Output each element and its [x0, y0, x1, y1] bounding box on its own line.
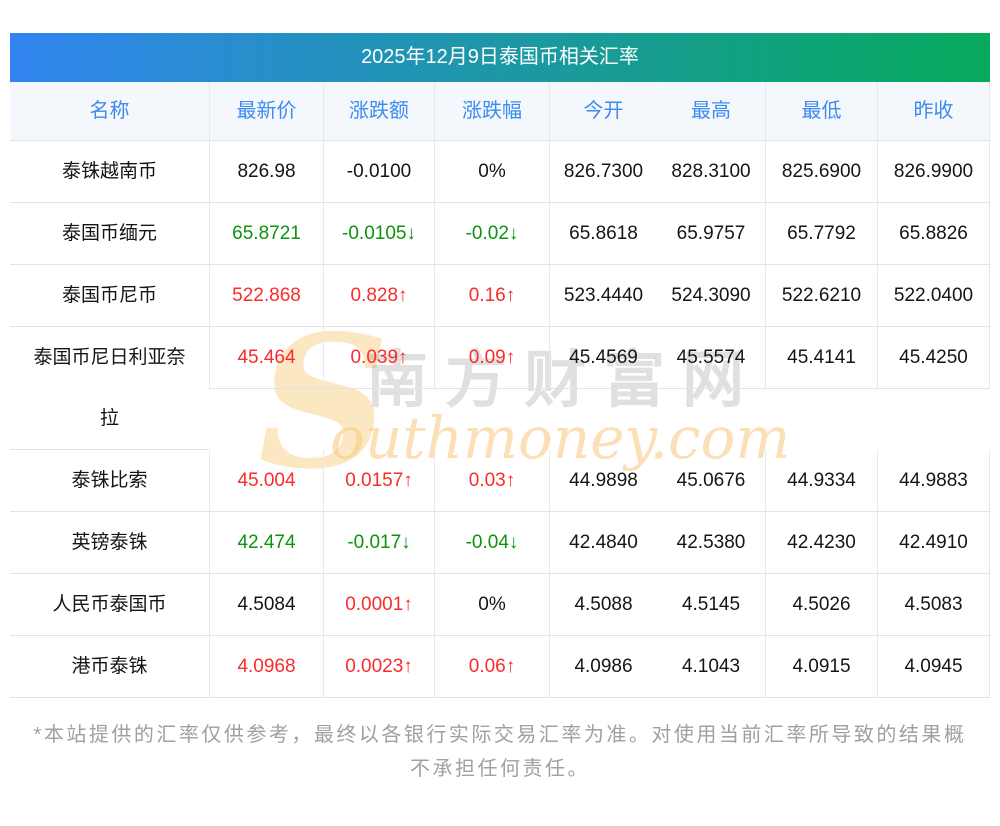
change-percent-cell: -0.04↓: [434, 512, 549, 573]
open-cell: 826.7300: [549, 141, 657, 202]
change-percent-cell: 0.09↑: [434, 327, 549, 388]
latest-price-cell: 4.5084: [209, 574, 323, 635]
low-cell: 42.4230: [765, 512, 877, 573]
empty-spacer-cell: [209, 389, 990, 450]
high-cell: 828.3100: [671, 161, 751, 182]
table-row: 泰国币尼日利亚奈拉 45.464 0.039↑ 0.09↑ 45.4569 45.5574…: [10, 327, 990, 450]
change-amount-cell: 0.0157↑: [323, 450, 434, 511]
change-percent-cell: 0%: [434, 574, 549, 635]
column-header-name: 名称: [89, 100, 130, 122]
column-header-open: 今开: [549, 82, 657, 140]
column-header-pct: 涨跌幅: [434, 82, 549, 140]
latest-price-cell: 45.464: [209, 327, 323, 388]
change-percent-cell: -0.02↓: [434, 203, 549, 264]
prev-close-cell: 4.0945: [877, 636, 990, 697]
low-cell: 65.7792: [765, 203, 877, 264]
table-row: 人民币泰国币 4.5084 0.0001↑ 0% 4.5088 4.5145 4.5026 4…: [10, 574, 990, 636]
currency-pair-name: 泰铢比索: [10, 450, 209, 512]
currency-pair-name: 英镑泰铢: [10, 512, 209, 574]
table-row: 泰国币尼币 522.868 0.828↑ 0.16↑ 523.4440 524.3090 5…: [10, 265, 990, 327]
table-row: 泰铢越南币 826.98 -0.0100 0% 826.7300 828.3100 825.…: [10, 141, 990, 203]
table-row: 泰国币缅元 65.8721 -0.0105↓ -0.02↓ 65.8618 65.9757…: [10, 203, 990, 265]
latest-price-cell: 522.868: [209, 265, 323, 326]
change-percent-cell: 0.06↑: [434, 636, 549, 697]
open-cell: 42.4840: [549, 512, 657, 573]
change-amount-cell: -0.0105↓: [323, 203, 434, 264]
table-title: 2025年12月9日泰国币相关汇率: [10, 33, 990, 82]
open-cell: 65.8618: [549, 203, 657, 264]
latest-price-cell: 45.004: [209, 450, 323, 511]
high-cell: 45.0676: [676, 470, 746, 491]
change-amount-cell: 0.0001↑: [323, 574, 434, 635]
high-cell: 4.1043: [681, 656, 741, 677]
change-percent-cell: 0.03↑: [434, 450, 549, 511]
low-cell: 44.9334: [765, 450, 877, 511]
column-header-low: 最低: [765, 82, 877, 140]
prev-close-cell: 826.9900: [877, 141, 990, 202]
high-cell: 42.5380: [676, 532, 746, 553]
high-cell: 45.5574: [676, 347, 746, 368]
low-cell: 45.4141: [765, 327, 877, 388]
currency-pair-name: 港币泰铢: [10, 636, 209, 698]
change-percent-cell: 0.16↑: [434, 265, 549, 326]
change-amount-cell: 0.828↑: [323, 265, 434, 326]
currency-pair-name: 人民币泰国币: [10, 574, 209, 636]
prev-close-cell: 4.5083: [877, 574, 990, 635]
high-cell: 65.9757: [676, 223, 746, 244]
latest-price-cell: 42.474: [209, 512, 323, 573]
table-row: 港币泰铢 4.0968 0.0023↑ 0.06↑ 4.0986 4.1043 4.0915…: [10, 636, 990, 698]
table-row: 泰铢比索 45.004 0.0157↑ 0.03↑ 44.9898 45.0676 44.9…: [10, 450, 990, 512]
table-header-row: 名称 最新价 涨跌额 涨跌幅 今开 最高 最低 昨收: [10, 82, 990, 141]
table-row: 英镑泰铢 42.474 -0.017↓ -0.04↓ 42.4840 42.5380 42.…: [10, 512, 990, 574]
currency-pair-name: 泰铢越南币: [10, 141, 209, 203]
currency-pair-name: 泰国币尼日利亚奈拉: [10, 327, 209, 450]
high-cell: 524.3090: [671, 285, 751, 306]
prev-close-cell: 522.0400: [877, 265, 990, 326]
prev-close-cell: 65.8826: [877, 203, 990, 264]
open-cell: 4.5088: [549, 574, 657, 635]
change-amount-cell: -0.0100: [323, 141, 434, 202]
low-cell: 4.0915: [765, 636, 877, 697]
open-cell: 4.0986: [549, 636, 657, 697]
column-header-prev: 昨收: [877, 82, 990, 140]
column-header-latest: 最新价: [209, 82, 323, 140]
currency-pair-name: 泰国币尼币: [10, 265, 209, 327]
disclaimer-text: *本站提供的汇率仅供参考，最终以各银行实际交易汇率为准。对使用当前汇率所导致的结…: [33, 724, 967, 780]
change-percent-cell: 0%: [434, 141, 549, 202]
prev-close-cell: 45.4250: [877, 327, 990, 388]
latest-price-cell: 826.98: [209, 141, 323, 202]
open-cell: 523.4440: [549, 265, 657, 326]
exchange-rate-table: 2025年12月9日泰国币相关汇率 名称 最新价 涨跌额 涨跌幅 今开 最高 最低 昨收 泰铢…: [10, 33, 990, 698]
table-body: 泰铢越南币 826.98 -0.0100 0% 826.7300 828.3100 825.…: [10, 141, 990, 698]
currency-pair-name: 泰国币缅元: [10, 203, 209, 265]
column-header-change: 涨跌额: [323, 82, 434, 140]
prev-close-cell: 42.4910: [877, 512, 990, 573]
column-header-high: 最高: [691, 100, 731, 122]
open-cell: 45.4569: [549, 327, 657, 388]
change-amount-cell: 0.039↑: [323, 327, 434, 388]
prev-close-cell: 44.9883: [877, 450, 990, 511]
low-cell: 522.6210: [765, 265, 877, 326]
latest-price-cell: 65.8721: [209, 203, 323, 264]
high-cell: 4.5145: [681, 594, 741, 615]
low-cell: 4.5026: [765, 574, 877, 635]
change-amount-cell: 0.0023↑: [323, 636, 434, 697]
latest-price-cell: 4.0968: [209, 636, 323, 697]
low-cell: 825.6900: [765, 141, 877, 202]
open-cell: 44.9898: [549, 450, 657, 511]
change-amount-cell: -0.017↓: [323, 512, 434, 573]
